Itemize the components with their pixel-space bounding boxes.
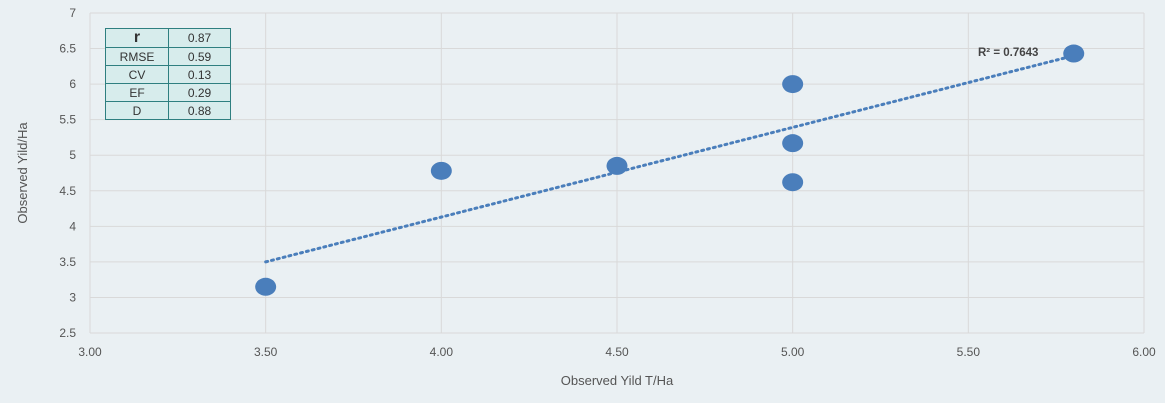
stats-label: RMSE	[105, 47, 169, 66]
data-point	[782, 75, 804, 94]
y-tick-label: 5	[69, 148, 76, 162]
stats-row: CV 0.13	[105, 65, 231, 84]
x-tick-label: 3.50	[254, 345, 278, 359]
y-tick-label: 3	[69, 290, 76, 304]
stats-value: 0.88	[168, 101, 231, 120]
y-tick-label: 6	[69, 77, 76, 91]
stats-label: r	[105, 28, 169, 48]
stats-value: 0.87	[168, 28, 231, 48]
x-tick-label: 5.50	[957, 345, 981, 359]
x-tick-label: 3.00	[78, 345, 102, 359]
r-squared-annotation: R² = 0.7643	[978, 47, 1038, 59]
stats-row: EF 0.29	[105, 83, 231, 102]
y-tick-label: 4	[69, 219, 76, 233]
data-point	[430, 161, 452, 180]
stats-label: CV	[105, 65, 169, 84]
stats-row: D 0.88	[105, 101, 231, 120]
y-tick-label: 2.5	[59, 326, 76, 340]
stats-row: RMSE 0.59	[105, 47, 231, 66]
stats-value: 0.13	[168, 65, 231, 84]
x-tick-label: 6.00	[1132, 345, 1156, 359]
data-point	[606, 156, 628, 175]
y-axis-ticks: 2.5 3 3.5 4 4.5 5 5.5 6 6.5 7	[59, 6, 76, 340]
x-axis-title: Observed Yild T/Ha	[561, 373, 674, 388]
y-tick-label: 4.5	[59, 184, 76, 198]
x-tick-label: 4.00	[430, 345, 454, 359]
y-tick-label: 5.5	[59, 113, 76, 127]
x-tick-label: 5.00	[781, 345, 805, 359]
stats-label: EF	[105, 83, 169, 102]
data-point	[782, 173, 804, 192]
y-tick-label: 7	[69, 6, 76, 20]
x-axis-ticks: 3.00 3.50 4.00 4.50 5.00 5.50 6.00	[78, 345, 1156, 359]
x-tick-label: 4.50	[605, 345, 629, 359]
data-point	[782, 134, 804, 153]
stats-value: 0.29	[168, 83, 231, 102]
y-tick-label: 6.5	[59, 42, 76, 56]
data-points	[255, 44, 1085, 296]
data-point	[255, 277, 277, 296]
trendline	[264, 54, 1076, 264]
stats-table: r 0.87 RMSE 0.59 CV 0.13 EF 0.29 D 0.88	[105, 28, 231, 120]
stats-row: r 0.87	[105, 28, 231, 48]
y-tick-label: 3.5	[59, 255, 76, 269]
y-axis-title: Observed Yild/Ha	[15, 122, 30, 224]
stats-label: D	[105, 101, 169, 120]
stats-value: 0.59	[168, 47, 231, 66]
data-point	[1063, 44, 1085, 63]
